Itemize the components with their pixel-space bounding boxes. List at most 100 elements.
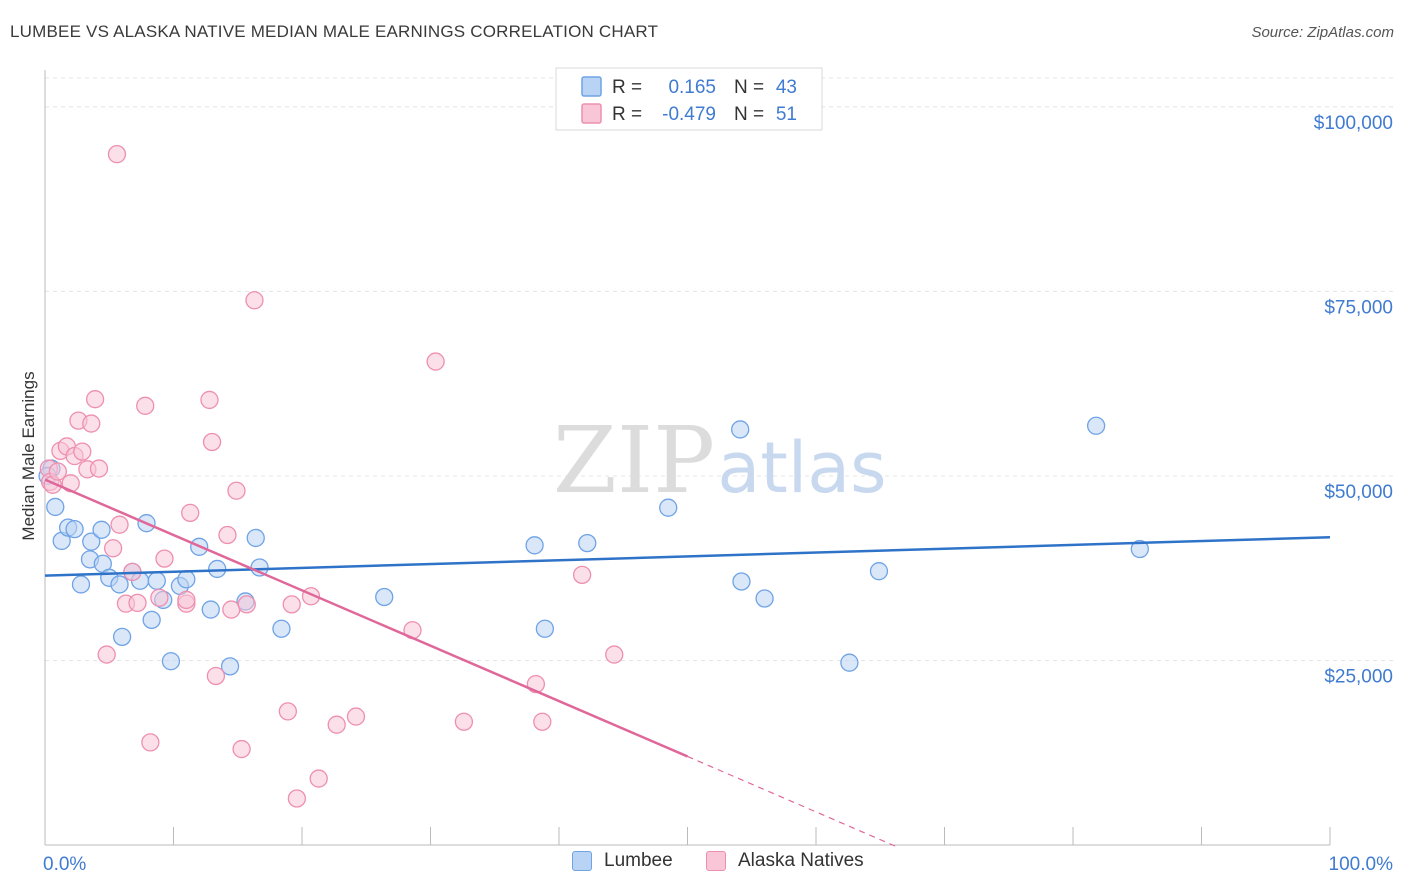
point-alaska-natives-21 (150, 588, 169, 607)
point-alaska-natives-9 (82, 414, 101, 433)
point-alaska-natives-28 (206, 666, 226, 686)
point-lumbee-19 (161, 652, 181, 671)
trend-line-alaska-natives (44, 478, 688, 758)
x-tick-label-end: 100.0% (1329, 854, 1394, 875)
point-alaska-natives-10 (85, 390, 105, 409)
chart-source: Source: ZipAtlas.com (1251, 24, 1394, 41)
stats-legend: R = 0.165 N = 43 R = -0.479 N = 51 (555, 67, 823, 131)
point-lumbee-41 (1130, 539, 1149, 559)
stats-r-label-alaska-natives: R = (612, 104, 642, 125)
legend-label-lumbee: Lumbee (604, 850, 673, 871)
point-lumbee-30 (375, 587, 394, 607)
point-alaska-natives-18 (107, 144, 127, 164)
stats-r-value-alaska-natives: -0.479 (662, 104, 716, 125)
point-lumbee-11 (110, 575, 129, 594)
stats-r-label-lumbee: R = (612, 77, 642, 98)
axes (44, 70, 1331, 846)
y-tick-label-3: $100,000 (1314, 113, 1393, 134)
point-alaska-natives-17 (128, 593, 147, 613)
legend-item-lumbee: Lumbee (572, 850, 673, 872)
trend-line-lumbee (44, 535, 1331, 577)
point-alaska-natives-14 (110, 515, 129, 534)
point-lumbee-27 (246, 528, 265, 548)
legend-item-alaska-natives: Alaska Natives (706, 850, 864, 872)
point-alaska-natives-50 (48, 462, 67, 481)
y-axis-label: Median Male Earnings (19, 371, 38, 540)
point-alaska-natives-46 (533, 712, 552, 731)
point-lumbee-21 (177, 570, 196, 589)
legend-swatch-alaska-natives (706, 851, 726, 871)
stats-n-value-alaska-natives: 51 (776, 104, 797, 125)
point-alaska-natives-27 (202, 432, 222, 452)
point-lumbee-32 (535, 619, 555, 638)
point-lumbee-25 (220, 657, 240, 676)
y-tick-labels: $25,000 $50,000 $75,000 $100,000 (1314, 113, 1393, 688)
point-lumbee-36 (732, 572, 751, 591)
legend-label-alaska-natives: Alaska Natives (738, 850, 864, 871)
point-lumbee-8 (92, 520, 111, 539)
point-alaska-natives-36 (282, 595, 301, 614)
point-alaska-natives-22 (155, 549, 174, 568)
point-alaska-natives-37 (287, 789, 307, 808)
point-lumbee-37 (755, 589, 774, 608)
point-alaska-natives-40 (327, 715, 346, 734)
point-alaska-natives-33 (237, 595, 256, 614)
point-lumbee-5 (71, 575, 91, 594)
point-alaska-natives-19 (136, 396, 155, 415)
point-lumbee-12 (112, 627, 132, 647)
y-tick-label-2: $75,000 (1324, 297, 1393, 318)
grid-lines (45, 77, 1395, 661)
point-alaska-natives-29 (218, 525, 237, 545)
y-tick-label-0: $25,000 (1324, 666, 1393, 687)
stats-n-label-alaska-natives: N = (734, 104, 764, 125)
point-lumbee-16 (142, 610, 161, 630)
point-alaska-natives-26 (200, 390, 219, 410)
point-lumbee-7 (82, 532, 101, 551)
point-alaska-natives-32 (232, 739, 251, 759)
watermark-atlas: atlas (717, 427, 886, 509)
watermark: ZIP atlas (553, 407, 887, 514)
stats-swatch-lumbee (581, 76, 602, 97)
watermark-zip: ZIP (553, 407, 715, 514)
point-alaska-natives-30 (222, 600, 241, 619)
series-legend: Lumbee Alaska Natives (0, 850, 1406, 880)
point-lumbee-31 (525, 536, 544, 555)
point-lumbee-39 (869, 562, 889, 581)
point-alaska-natives-43 (426, 352, 445, 371)
point-lumbee-29 (272, 619, 291, 638)
point-lumbee-23 (201, 600, 220, 619)
trend-line-extension-alaska-natives (687, 755, 900, 849)
y-tick-label-1: $50,000 (1324, 482, 1393, 503)
point-lumbee-1 (46, 497, 65, 517)
stats-n-label-lumbee: N = (734, 77, 764, 98)
point-lumbee-4 (65, 519, 84, 539)
point-lumbee-40 (1086, 416, 1106, 435)
point-alaska-natives-20 (141, 733, 160, 752)
trend-lines (44, 478, 1331, 849)
point-alaska-natives-31 (227, 481, 246, 500)
point-lumbee-35 (731, 420, 750, 439)
point-alaska-natives-47 (572, 565, 592, 585)
stats-r-value-lumbee: 0.165 (668, 77, 716, 98)
point-alaska-natives-24 (177, 590, 196, 610)
point-alaska-natives-13 (103, 539, 123, 558)
point-lumbee-38 (840, 653, 859, 672)
point-lumbee-17 (147, 571, 166, 590)
point-alaska-natives-35 (278, 702, 298, 721)
point-alaska-natives-41 (346, 707, 366, 726)
point-alaska-natives-12 (97, 645, 116, 664)
stats-n-value-lumbee: 43 (776, 77, 797, 98)
point-alaska-natives-48 (605, 645, 624, 664)
point-lumbee-24 (208, 559, 227, 579)
point-lumbee-34 (659, 498, 678, 517)
legend-swatch-lumbee (572, 851, 592, 871)
point-alaska-natives-44 (454, 712, 474, 731)
point-alaska-natives-39 (309, 769, 328, 788)
x-tick-labels: 0.0% 100.0% (43, 854, 1393, 875)
chart-title: LUMBEE VS ALASKA NATIVE MEDIAN MALE EARN… (10, 22, 659, 41)
point-alaska-natives-34 (245, 291, 264, 310)
point-alaska-natives-11 (89, 459, 109, 478)
series-alaska-natives-points (39, 144, 624, 808)
stats-swatch-alaska-natives (581, 103, 602, 124)
